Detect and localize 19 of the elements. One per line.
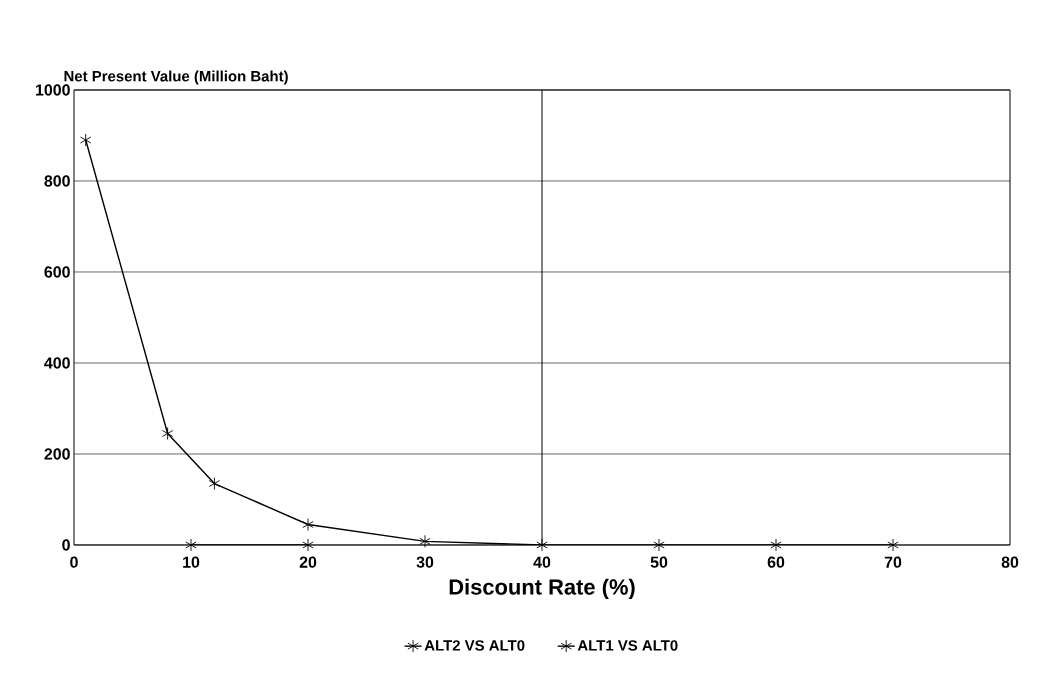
y-tick-label: 1000 <box>36 84 70 96</box>
y-axis-title: Net Present Value (Million Baht) <box>64 70 288 85</box>
x-tick-label: 50 <box>650 556 668 568</box>
x-tick-label: 80 <box>1001 556 1019 568</box>
y-tick-label: 400 <box>44 357 70 369</box>
x-tick-label: 60 <box>767 556 785 568</box>
x-tick-label: 0 <box>70 556 78 568</box>
x-tick-label: 30 <box>416 556 434 568</box>
legend-label: ALT1 VS ALT0 <box>577 640 678 651</box>
x-tick-label: 70 <box>884 556 902 568</box>
legend-label: ALT2 VS ALT0 <box>424 640 525 651</box>
x-axis-title: Discount Rate (%) <box>449 578 635 600</box>
x-tick-label: 10 <box>183 556 200 568</box>
y-tick-label: 800 <box>44 175 70 187</box>
x-tick-label: 40 <box>533 556 551 568</box>
y-tick-label: 600 <box>44 266 70 278</box>
y-tick-label: 200 <box>44 448 70 460</box>
y-tick-label: 0 <box>62 539 70 551</box>
x-tick-label: 20 <box>299 556 317 568</box>
